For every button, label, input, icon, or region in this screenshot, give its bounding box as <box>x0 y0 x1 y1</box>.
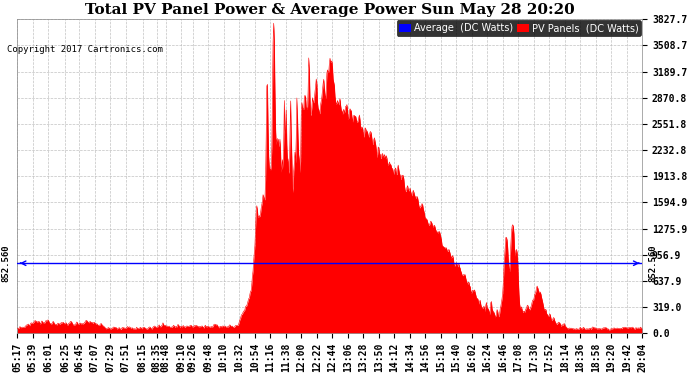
Legend: Average  (DC Watts), PV Panels  (DC Watts): Average (DC Watts), PV Panels (DC Watts) <box>397 20 641 36</box>
Text: 852.560: 852.560 <box>2 244 11 282</box>
Text: 852.560: 852.560 <box>649 244 658 282</box>
Title: Total PV Panel Power & Average Power Sun May 28 20:20: Total PV Panel Power & Average Power Sun… <box>85 3 575 17</box>
Text: Copyright 2017 Cartronics.com: Copyright 2017 Cartronics.com <box>7 45 163 54</box>
